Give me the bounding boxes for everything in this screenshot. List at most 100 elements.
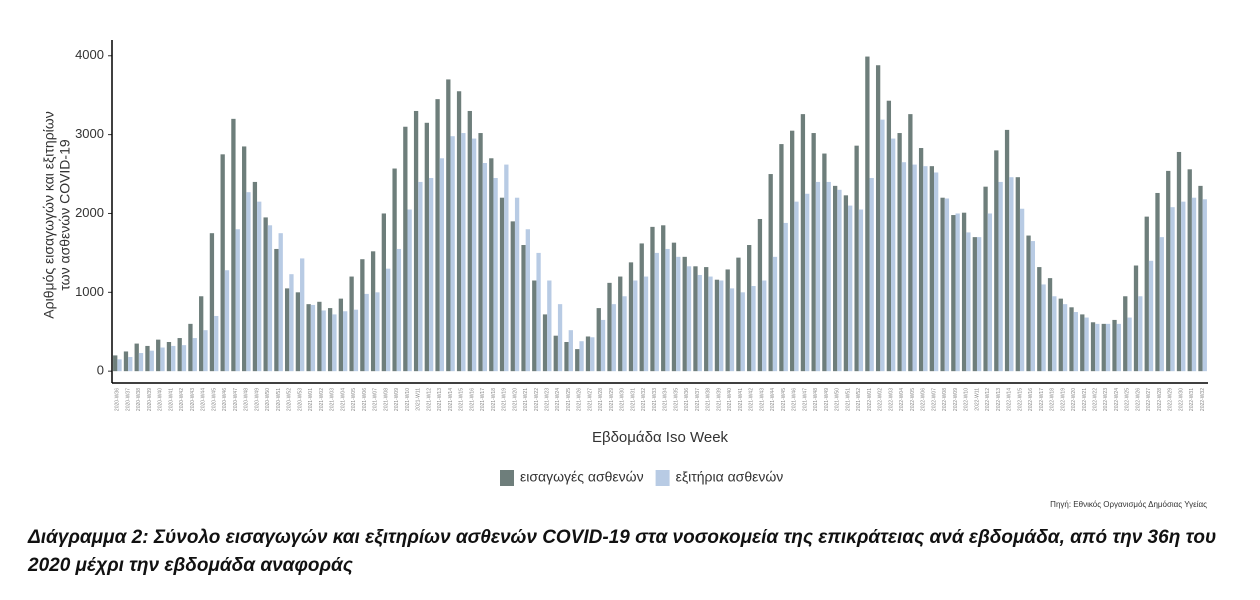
x-tick-label: 2021-W04 [340,388,346,411]
x-tick-label: 2020-W47 [233,388,239,411]
bar [1069,307,1074,372]
bar [381,213,386,372]
bar [676,256,681,372]
x-tick-label: 2022-W23 [1103,388,1109,411]
x-tick-label: 2020-W44 [201,388,207,411]
bar [579,341,584,372]
x-tick-label: 2021-W30 [620,388,626,411]
bar [682,256,687,372]
bar [181,345,187,372]
x-tick-label: 2022-W26 [1135,388,1141,411]
x-tick-label: 2021-W45 [781,388,787,411]
x-tick-label: 2021-W17 [480,388,486,411]
bar [650,226,655,372]
bar [156,339,161,372]
x-tick-label: 2021-W43 [759,388,765,411]
x-tick-label: 2021-W37 [695,388,701,411]
bar [1073,312,1078,372]
x-tick-label: 2021-W11 [416,388,422,411]
bar [740,292,745,372]
x-tick-label: 2020-W46 [222,388,228,411]
bar [471,138,477,372]
bar [961,212,967,372]
x-tick-label: 2021-W19 [502,388,508,411]
y-tick-label: 2000 [75,205,104,220]
x-tick-label: 2021-W51 [845,388,851,411]
bar [1009,177,1014,372]
bar [987,213,993,372]
bar [783,222,788,372]
bar [671,242,677,372]
x-tick-label: 2021-W38 [706,388,712,411]
bar [1112,319,1117,372]
x-tick-label: 2021-W46 [792,388,798,411]
bar [542,314,548,372]
y-tick-label: 4000 [75,47,104,62]
x-tick-label: 2021-W20 [512,388,518,411]
x-tick-label: 2020-W38 [136,388,142,411]
y-tick-label: 1000 [75,284,104,299]
x-tick-label: 2022-W02 [878,388,884,411]
x-tick-label: 2021-W31 [630,388,636,411]
bar [1191,197,1197,372]
bar [628,262,634,372]
bar [693,266,698,372]
x-tick-label: 2021-W34 [663,388,669,411]
bar [772,256,778,372]
bar [1090,322,1096,372]
x-tick-label: 2021-W36 [684,388,690,411]
bar [815,181,821,372]
bar [370,251,376,372]
x-tick-label: 2021-W23 [545,388,551,411]
x-tick-label: 2022-W13 [996,388,1002,411]
x-tick-label: 2021-W35 [673,388,679,411]
bar [209,233,215,372]
x-tick-label: 2021-W32 [641,388,647,411]
bar [704,267,709,372]
bar [364,293,369,372]
x-tick-label: 2022-W20 [1071,388,1077,411]
bar [1037,267,1042,372]
bar [805,193,810,372]
x-tick-label: 2022-W06 [921,388,927,411]
bar [1123,296,1128,372]
bar [1144,216,1149,372]
x-tick-label: 2022-W12 [985,388,991,411]
x-tick-label: 2021-W03 [330,388,336,411]
x-tick-label: 2021-W49 [824,388,830,411]
bar [854,145,859,372]
bar [1047,278,1053,372]
bar [214,315,219,372]
bar [837,189,842,372]
bar [407,209,412,372]
bar [242,146,247,372]
x-tick-label: 2022-W10 [964,388,970,411]
x-tick-label: 2020-W53 [297,388,303,411]
bar [966,232,971,372]
x-tick-label: 2021-W40 [727,388,733,411]
bar [585,336,591,372]
caption: Διάγραμμα 2: Σύνολο εισαγωγών και εξιτηρ… [28,527,1217,576]
bar [751,286,756,372]
bar [557,304,563,372]
bar [908,114,913,372]
x-tick-label: 2022-W29 [1168,388,1174,411]
x-tick-label: 2021-W22 [534,388,540,411]
bar [643,276,649,372]
y-tick-label: 3000 [75,126,104,141]
bar [267,225,273,372]
bar [611,304,616,372]
x-tick-label: 2020-W36 [115,388,121,411]
bar [790,130,795,372]
bar [811,133,816,372]
y-axis-title: των ασθενών COVID-19 [57,139,73,291]
x-tick-label: 2021-W10 [405,388,411,411]
x-tick-label: 2022-W28 [1157,388,1163,411]
bar [600,319,606,372]
bar [1159,237,1164,372]
bar [1176,151,1182,372]
x-tick-label: 2022-W07 [931,388,937,411]
x-tick-label: 2021-W41 [738,388,744,411]
x-tick-label: 2020-W51 [276,388,282,411]
bar [300,258,305,372]
